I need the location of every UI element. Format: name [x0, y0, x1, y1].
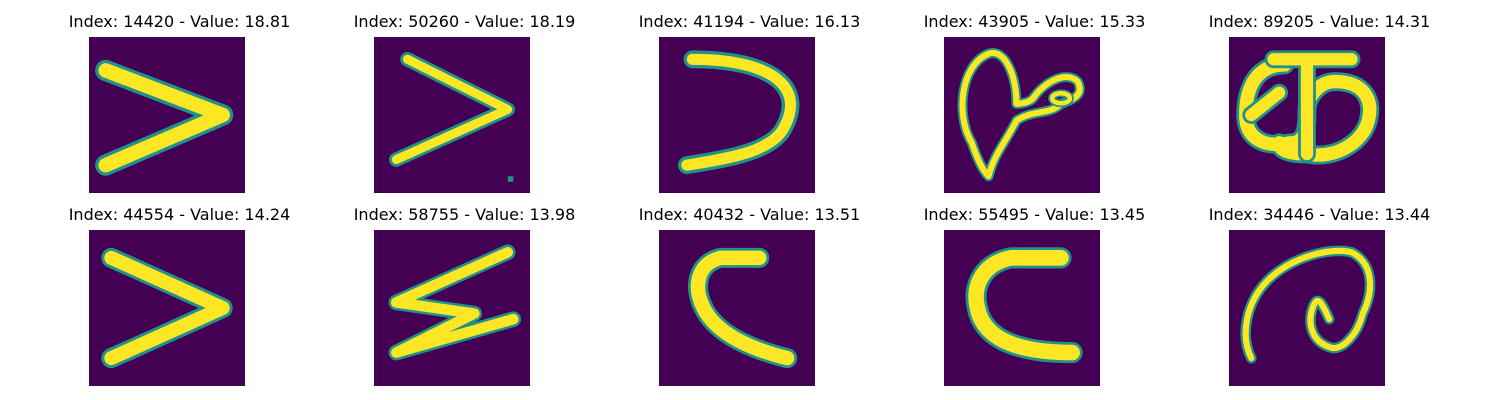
digit-image-greater-than — [89, 37, 245, 193]
panel-title: Index: 58755 - Value: 13.98 — [353, 205, 576, 224]
panel-title: Index: 50260 - Value: 18.19 — [353, 12, 576, 31]
digit-image-greater-than — [89, 230, 245, 386]
grid-panel: Index: 89205 - Value: 14.31 — [1177, 0, 1462, 193]
grid-panel: Index: 41194 - Value: 16.13 — [607, 0, 892, 193]
digit-image-at-sign — [1229, 230, 1385, 386]
digit-image-curved-greater-than — [659, 37, 815, 193]
digit-image-double-loop-shape — [1229, 37, 1385, 193]
digit-image-greater-than — [374, 37, 530, 193]
digit-image-less-than — [944, 230, 1100, 386]
panel-title: Index: 55495 - Value: 13.45 — [923, 205, 1146, 224]
grid-panel: Index: 44554 - Value: 14.24 — [37, 193, 322, 386]
panel-title: Index: 40432 - Value: 13.51 — [638, 205, 861, 224]
grid-panel: Index: 14420 - Value: 18.81 — [37, 0, 322, 193]
grid-panel: Index: 43905 - Value: 15.33 — [892, 0, 1177, 193]
panel-title: Index: 43905 - Value: 15.33 — [923, 12, 1146, 31]
panel-title: Index: 34446 - Value: 13.44 — [1208, 205, 1431, 224]
panel-title: Index: 14420 - Value: 18.81 — [68, 12, 291, 31]
panel-title: Index: 44554 - Value: 14.24 — [68, 205, 291, 224]
digit-image-less-than — [659, 230, 815, 386]
digit-image-zigzag — [374, 230, 530, 386]
panel-title: Index: 41194 - Value: 16.13 — [638, 12, 861, 31]
panel-title: Index: 89205 - Value: 14.31 — [1208, 12, 1431, 31]
grid-panel: Index: 34446 - Value: 13.44 — [1177, 193, 1462, 386]
grid-panel: Index: 50260 - Value: 18.19 — [322, 0, 607, 193]
grid-panel: Index: 55495 - Value: 13.45 — [892, 193, 1177, 386]
grid-panel: Index: 58755 - Value: 13.98 — [322, 193, 607, 386]
digit-image-loop-shape — [944, 37, 1100, 193]
grid-panel: Index: 40432 - Value: 13.51 — [607, 193, 892, 386]
